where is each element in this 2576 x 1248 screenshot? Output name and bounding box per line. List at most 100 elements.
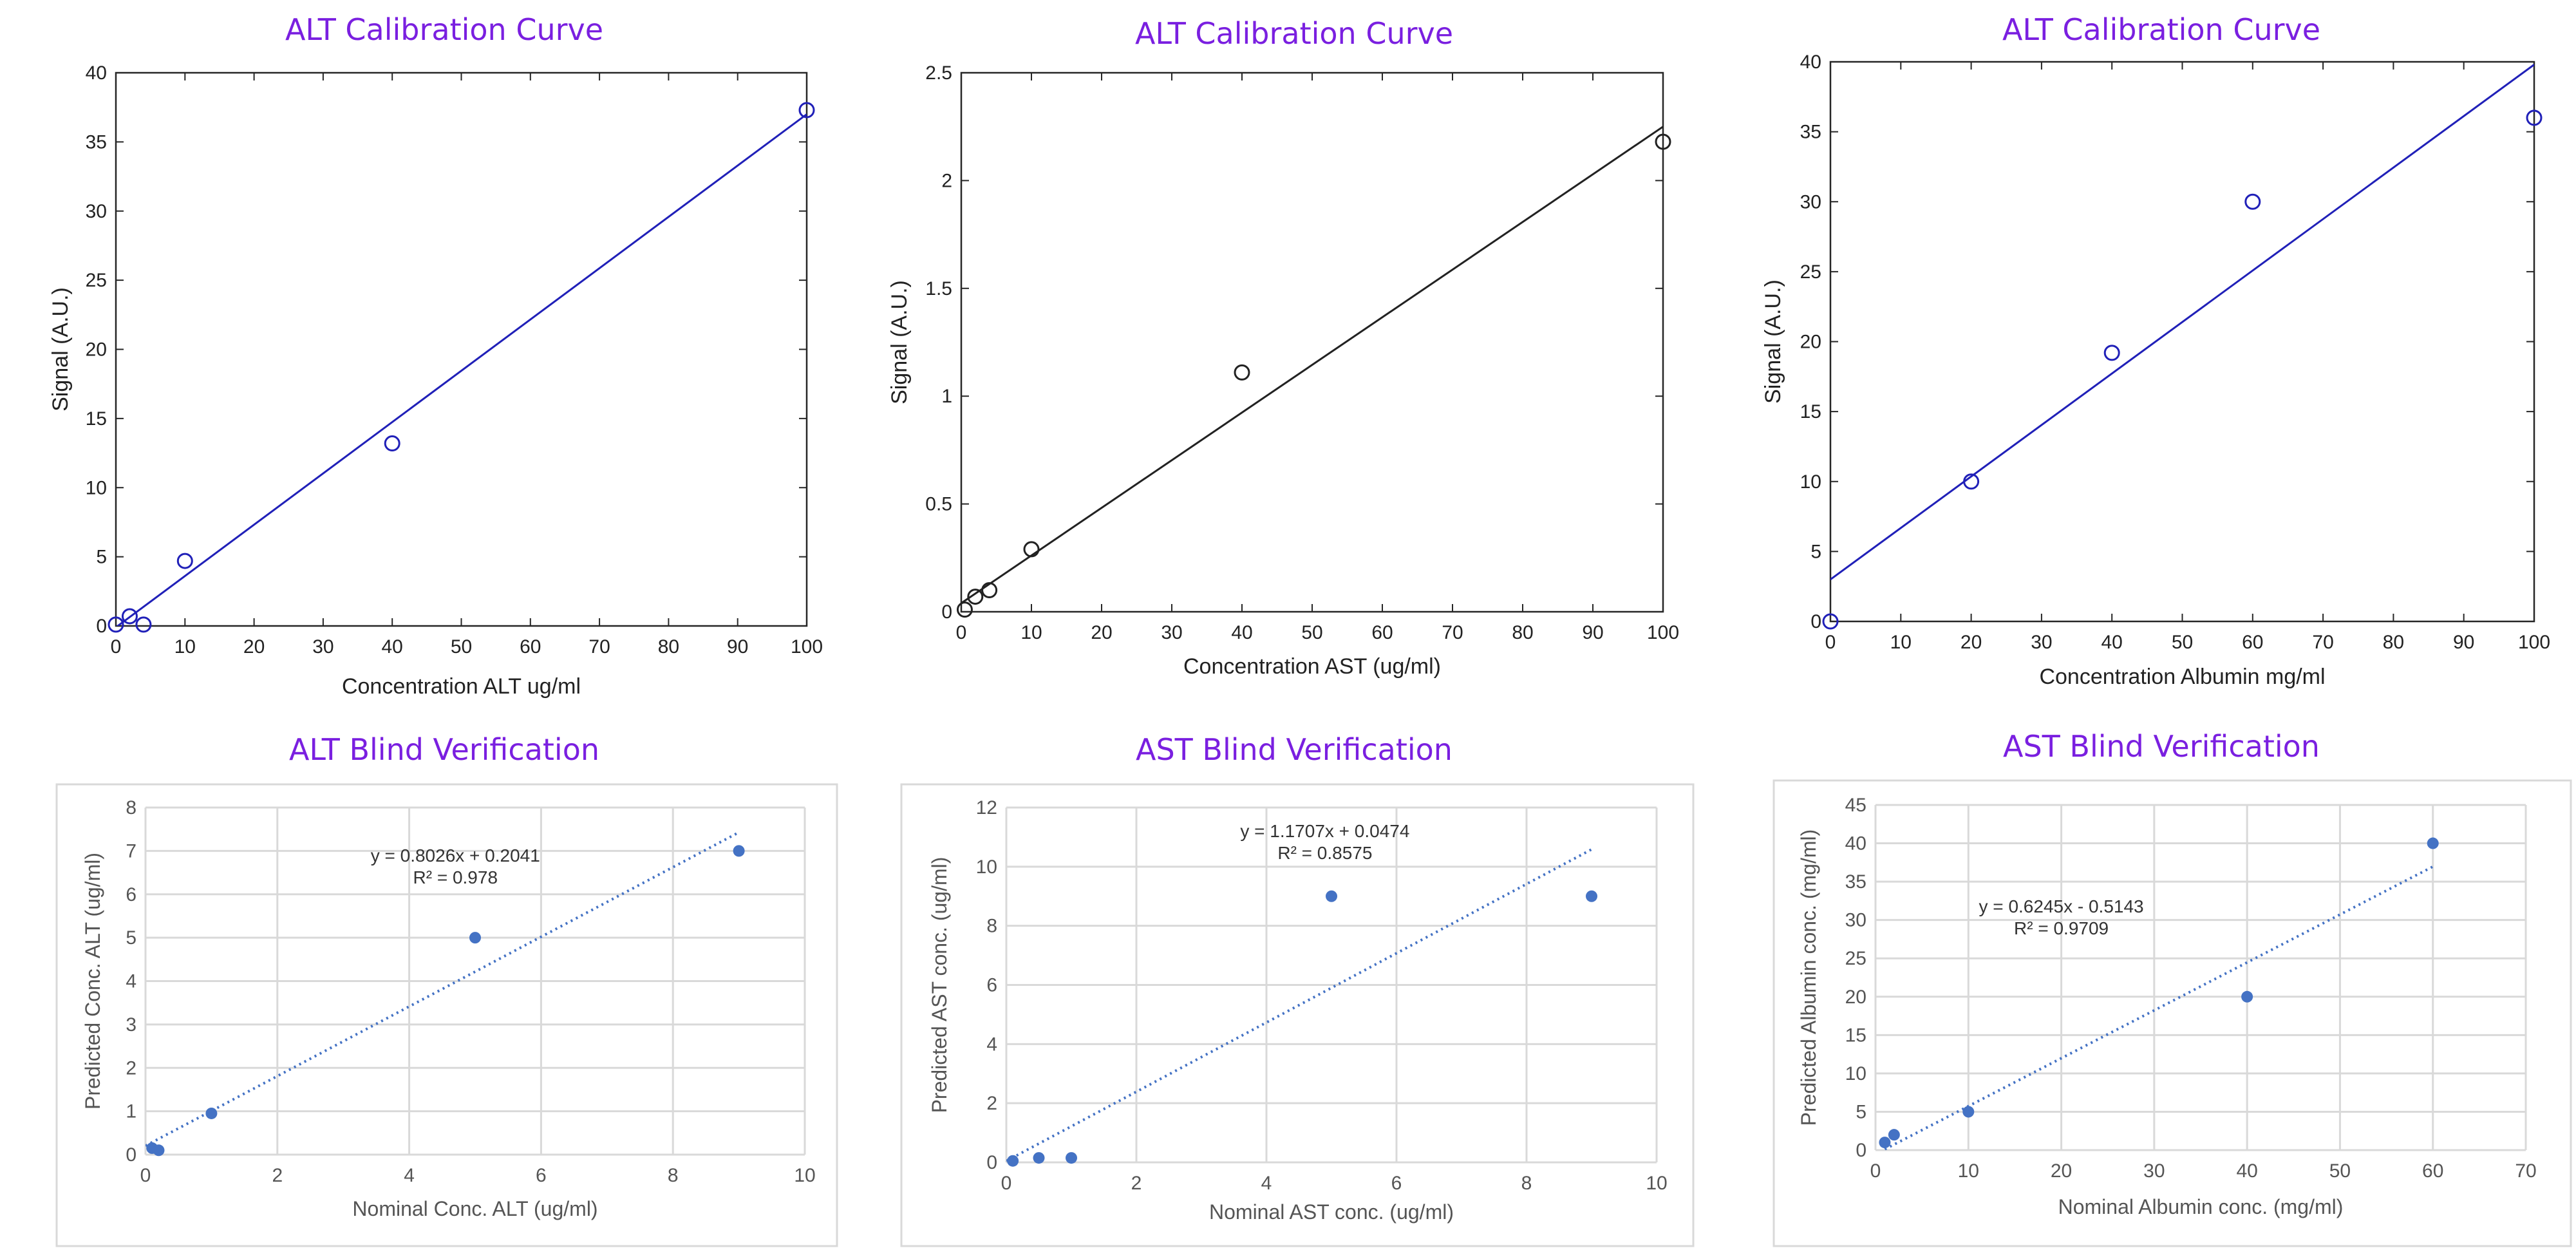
chart-3-ylabel: Signal (A.U.) [1761, 279, 1785, 404]
chart-1-fit-line [116, 113, 807, 626]
chart-4-xtick-label-4: 8 [668, 1165, 679, 1186]
chart-4-xtick-label-5: 10 [794, 1165, 815, 1186]
chart-2-xtick-label-10: 100 [1647, 622, 1679, 643]
chart-6-xlabel: Nominal Albumin conc. (mg/ml) [2058, 1195, 2344, 1218]
chart-4-ytick-label-4: 4 [126, 971, 136, 992]
chart-5-ytick-label-4: 8 [986, 916, 997, 937]
chart-6-xtick-label-1: 10 [1958, 1160, 1979, 1182]
chart-1-xtick-label-0: 0 [111, 636, 122, 657]
chart-1-xtick-label-4: 40 [382, 636, 403, 657]
chart-1-xtick-label-2: 20 [243, 636, 265, 657]
chart-1-xlabel: Concentration ALT ug/ml [342, 674, 581, 699]
chart-3-ytick-label-0: 0 [1810, 611, 1821, 632]
chart-6-title: AST Blind Verification [2003, 729, 2320, 764]
chart-3-xtick-label-2: 20 [1960, 632, 1982, 653]
chart-3-xtick-label-3: 30 [2031, 632, 2052, 653]
chart-3-point-4 [2526, 109, 2543, 126]
chart-2-xtick-label-8: 80 [1512, 622, 1533, 643]
chart-6-xtick-label-4: 40 [2236, 1160, 2257, 1182]
chart-2-ytick-label-4: 2 [941, 170, 952, 191]
chart-2-point-1 [967, 589, 984, 605]
chart-6-point-2 [1962, 1106, 1975, 1118]
chart-1-ytick-label-2: 10 [86, 477, 107, 498]
chart-2-xtick-label-9: 90 [1582, 622, 1603, 643]
chart-5-xtick-label-0: 0 [1001, 1173, 1012, 1194]
chart-2-point-3 [1023, 541, 1040, 558]
chart-3-xtick-label-5: 50 [2172, 632, 2193, 653]
chart-5-ytick-label-6: 12 [976, 797, 997, 818]
chart-1-xtick-label-6: 60 [520, 636, 541, 657]
chart-3-xlabel: Concentration Albumin mg/ml [2039, 665, 2325, 689]
chart-6-ylabel: Predicted Albumin conc. (mg/ml) [1797, 829, 1820, 1126]
chart-4-point-2 [205, 1107, 218, 1119]
chart-2-xtick-label-7: 70 [1442, 622, 1463, 643]
chart-3-ytick-label-5: 25 [1800, 261, 1821, 283]
chart-4-ytick-label-7: 7 [126, 840, 136, 862]
chart-1-point-1 [121, 608, 138, 625]
chart-3-point-3 [2244, 193, 2261, 210]
chart-1-ytick-label-0: 0 [96, 616, 107, 637]
chart-5-xtick-label-3: 6 [1391, 1173, 1402, 1194]
chart-3-xtick-label-6: 60 [2242, 632, 2263, 653]
chart-5-ytick-label-1: 2 [986, 1093, 997, 1114]
chart-4-ytick-label-2: 2 [126, 1057, 136, 1079]
chart-5-ytick-label-3: 6 [986, 975, 997, 996]
chart-1-point-2 [135, 616, 152, 633]
chart-6-point-0 [1879, 1137, 1891, 1149]
chart-3-point-0 [1822, 613, 1839, 630]
chart-6-ytick-label-3: 15 [1845, 1025, 1866, 1046]
chart-6-xtick-label-5: 50 [2329, 1160, 2351, 1182]
chart-3-ytick-label-7: 35 [1800, 122, 1821, 143]
chart-4-r-squared: R² = 0.978 [413, 867, 498, 887]
chart-3-ytick-label-6: 30 [1800, 191, 1821, 213]
chart-4-ytick-label-8: 8 [126, 797, 136, 818]
chart-6-fit-line [1884, 865, 2434, 1150]
chart-1-xtick-label-9: 90 [727, 636, 748, 657]
chart-4-equation: y = 0.8026x + 0.2041 [371, 846, 540, 865]
chart-1-xtick-label-3: 30 [312, 636, 334, 657]
chart-6-ytick-label-2: 10 [1845, 1063, 1866, 1084]
chart-4: ALT Blind Verification 0 2 4 6 8 10 0 1 2 3 4 5 6 7 8 No… [55, 732, 838, 1247]
chart-1-ytick-label-3: 15 [86, 408, 107, 430]
chart-4-ytick-label-0: 0 [126, 1144, 136, 1166]
chart-6: AST Blind Verification 0 10 20 30 40 50 60 70 0 5 1… [1772, 729, 2572, 1247]
chart-5: AST Blind Verification 0 2 4 6 8 10 0 2 4 6 8 10 12 No… [900, 732, 1695, 1247]
chart-2-xtick-label-3: 30 [1161, 622, 1182, 643]
chart-3-xtick-label-4: 40 [2101, 632, 2123, 653]
chart-4-ytick-label-1: 1 [126, 1101, 136, 1122]
chart-2-title: ALT Calibration Curve [1135, 16, 1453, 51]
chart-4-point-3 [469, 932, 481, 944]
chart-6-ytick-label-7: 35 [1845, 871, 1866, 893]
chart-1-xtick-label-1: 10 [174, 636, 196, 657]
chart-1-xtick-label-5: 50 [451, 636, 472, 657]
chart-5-ytick-label-2: 4 [986, 1034, 997, 1055]
chart-3-ytick-label-2: 10 [1800, 471, 1821, 493]
chart-2-ytick-label-2: 1 [941, 386, 952, 407]
chart-1-ylabel: Signal (A.U.) [48, 287, 73, 411]
chart-5-xtick-label-2: 4 [1261, 1173, 1272, 1194]
chart-5-xtick-label-4: 8 [1521, 1173, 1532, 1194]
chart-2-point-0 [956, 601, 973, 618]
chart-3-xtick-label-0: 0 [1825, 632, 1836, 653]
chart-2-xtick-label-1: 10 [1020, 622, 1042, 643]
chart-2-ytick-label-0: 0 [941, 601, 952, 623]
chart-1-ytick-label-1: 5 [96, 547, 107, 568]
chart-4-xtick-label-0: 0 [140, 1165, 151, 1186]
chart-6-ytick-label-6: 30 [1845, 910, 1866, 931]
chart-6-xtick-label-3: 30 [2143, 1160, 2165, 1182]
chart-6-ytick-label-8: 40 [1845, 833, 1866, 855]
chart-6-ytick-label-9: 45 [1845, 795, 1866, 816]
chart-3-xtick-label-8: 80 [2383, 632, 2404, 653]
chart-5-frame [900, 783, 1695, 1247]
chart-3-ytick-label-4: 20 [1800, 332, 1821, 353]
chart-4-title: ALT Blind Verification [289, 732, 599, 767]
chart-4-ytick-label-5: 5 [126, 927, 136, 949]
chart-1-ytick-label-4: 20 [86, 339, 107, 361]
chart-6-xtick-label-0: 0 [1870, 1160, 1881, 1182]
chart-2-xtick-label-6: 60 [1371, 622, 1393, 643]
chart-6-xtick-label-6: 60 [2422, 1160, 2443, 1182]
chart-5-point-1 [1033, 1152, 1045, 1164]
chart-5-xtick-label-1: 2 [1131, 1173, 1142, 1194]
chart-6-ytick-label-5: 25 [1845, 948, 1866, 969]
